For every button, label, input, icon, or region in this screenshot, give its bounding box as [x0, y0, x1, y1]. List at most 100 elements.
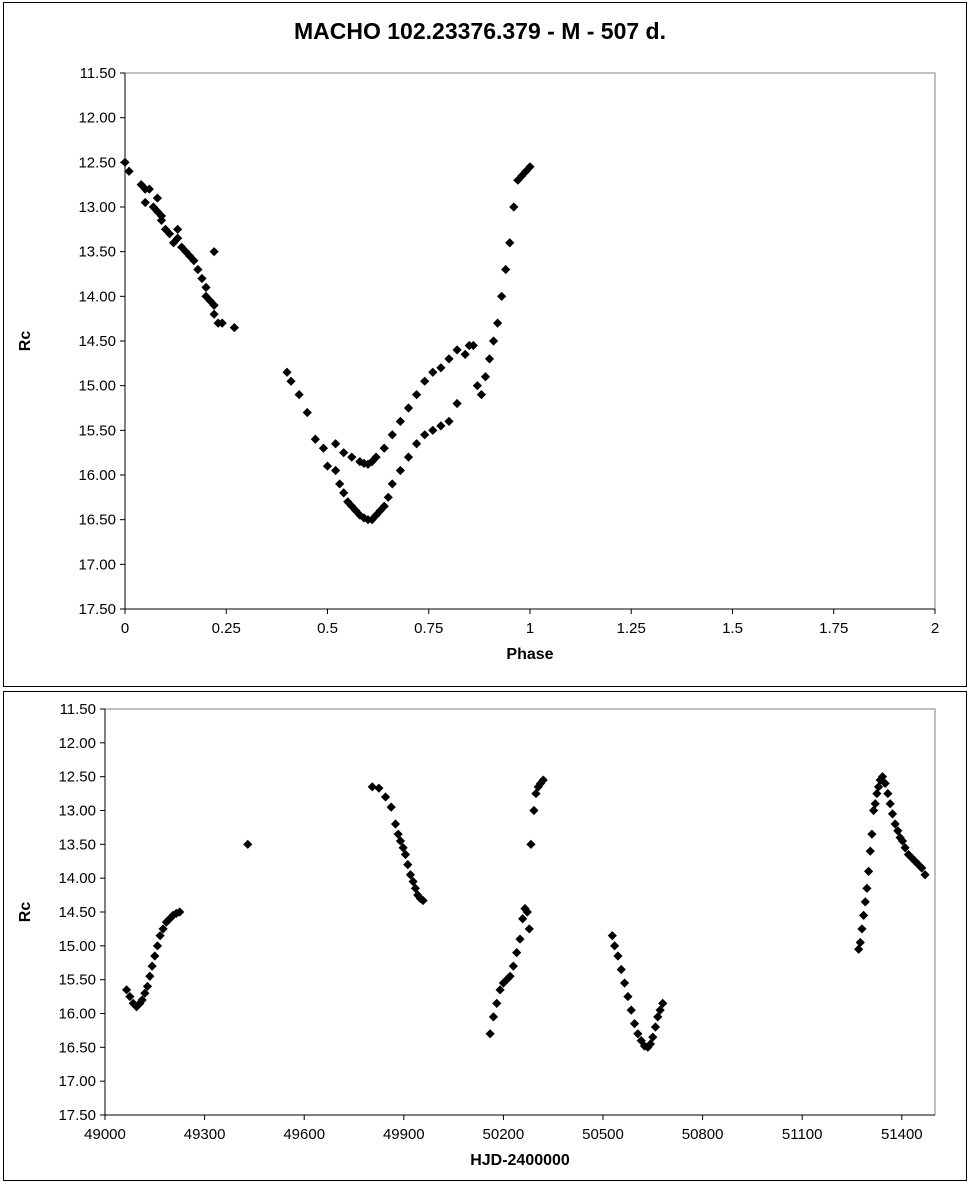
data-point	[209, 300, 219, 310]
x-tick-label: 1.5	[722, 620, 743, 637]
x-tick-label: 50200	[483, 1126, 525, 1143]
data-point	[610, 941, 620, 951]
data-point	[201, 282, 211, 292]
data-point	[895, 832, 905, 843]
phase-chart: MACHO 102.23376.379 - M - 507 d.11.5012.…	[17, 18, 939, 663]
data-point	[121, 985, 132, 995]
data-point	[339, 488, 349, 498]
data-point	[887, 809, 898, 819]
data-point	[650, 1022, 661, 1032]
data-point	[164, 229, 175, 239]
data-point	[124, 166, 134, 176]
data-point	[294, 390, 304, 400]
data-point	[302, 407, 312, 418]
data-point	[355, 510, 365, 520]
data-point	[390, 819, 401, 829]
data-point	[867, 829, 877, 839]
data-point	[310, 434, 320, 444]
plot-area	[104, 708, 936, 1116]
y-tick-label: 14.00	[58, 870, 96, 887]
y-tick-label: 14.50	[78, 333, 116, 350]
data-point	[512, 948, 522, 958]
data-point	[509, 202, 519, 212]
data-point	[379, 443, 389, 453]
y-tick-label: 12.50	[58, 769, 96, 786]
data-point	[526, 839, 536, 849]
data-point	[197, 273, 207, 284]
data-point	[436, 363, 446, 373]
data-point	[209, 247, 219, 257]
data-point	[156, 215, 167, 225]
y-tick-label: 15.50	[78, 422, 116, 439]
data-point	[524, 924, 534, 934]
data-point	[243, 839, 253, 849]
data-point	[173, 233, 183, 243]
data-point	[331, 465, 341, 476]
y-tick-label: 14.50	[58, 904, 96, 921]
data-point	[408, 876, 418, 887]
data-point	[175, 907, 185, 917]
y-tick-label: 13.50	[58, 836, 96, 853]
data-point	[518, 914, 528, 924]
plot-area	[124, 72, 936, 610]
y-tick-label: 12.00	[78, 110, 116, 127]
data-point	[857, 924, 867, 934]
data-point	[140, 197, 150, 208]
y-tick-label: 14.00	[78, 288, 116, 305]
y-tick-label: 15.00	[78, 378, 116, 395]
data-point	[335, 479, 345, 489]
data-point	[629, 1019, 640, 1029]
y-tick-label: 15.50	[58, 972, 96, 989]
data-point	[505, 238, 515, 248]
data-point	[900, 843, 910, 853]
data-point	[444, 354, 454, 364]
data-point	[387, 479, 397, 489]
y-tick-label: 12.50	[78, 154, 116, 171]
data-point	[135, 998, 145, 1008]
data-point	[505, 971, 515, 981]
data-point	[229, 323, 239, 333]
y-tick-label: 17.50	[78, 601, 116, 618]
data-point	[371, 510, 381, 520]
data-point	[367, 515, 377, 525]
data-point	[367, 457, 377, 467]
data-point	[616, 964, 626, 975]
data-point	[890, 819, 900, 829]
data-point	[150, 951, 160, 961]
data-point	[428, 367, 438, 377]
data-point	[854, 944, 864, 954]
data-point	[347, 452, 357, 462]
data-point	[897, 836, 908, 846]
y-tick-label: 17.50	[58, 1107, 96, 1124]
data-point	[205, 296, 215, 306]
data-point	[371, 452, 381, 462]
y-tick-label: 16.00	[78, 467, 116, 484]
y-tick-label: 16.00	[58, 1006, 96, 1023]
data-point	[484, 354, 495, 364]
data-point	[607, 931, 617, 941]
data-point	[498, 978, 508, 988]
data-point	[395, 416, 405, 426]
data-point	[626, 1005, 636, 1015]
data-point	[452, 398, 462, 409]
data-point	[140, 988, 150, 998]
data-point	[623, 991, 633, 1002]
data-point	[862, 883, 872, 893]
x-tick-label: 49300	[184, 1126, 226, 1143]
data-point	[492, 998, 502, 1008]
data-point	[865, 846, 875, 856]
data-point	[893, 826, 903, 836]
x-axis-label: Phase	[506, 646, 553, 663]
data-point	[476, 390, 486, 400]
data-point	[331, 439, 341, 449]
x-tick-label: 49000	[84, 1126, 126, 1143]
time-chart-panel: 11.50 12.00 12.50 13.00 13.50 14.00 14.50 15.00…	[3, 691, 967, 1181]
data-point	[147, 961, 157, 971]
y-tick-label: 13.00	[78, 199, 116, 216]
x-tick-label: 51400	[881, 1126, 923, 1143]
data-point	[920, 870, 930, 880]
data-point	[355, 457, 365, 467]
data-point	[436, 421, 446, 431]
x-tick-label: 50500	[582, 1126, 624, 1143]
y-tick-label: 13.00	[58, 803, 96, 820]
